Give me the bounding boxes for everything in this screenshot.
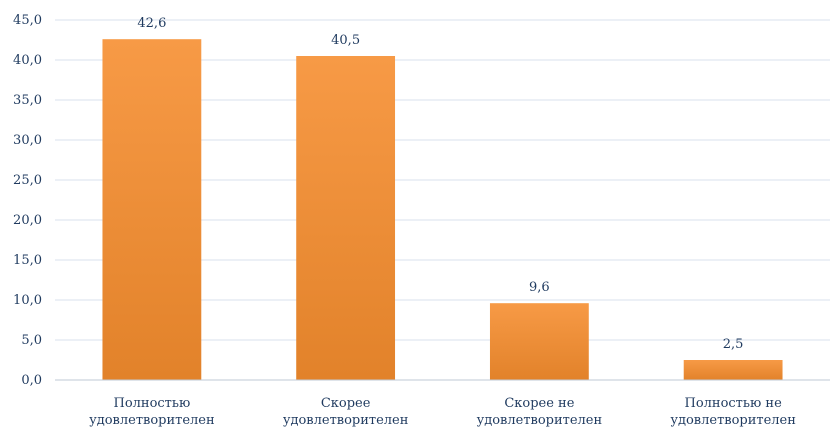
x-tick-label-line: Полностью не [684, 396, 782, 411]
x-tick-label-line: удовлетворителен [670, 413, 796, 428]
bar [102, 39, 202, 380]
data-label: 2,5 [723, 337, 744, 352]
x-tick-label: Скорее не удовлетворителен [477, 396, 603, 428]
x-tick-label: Полностью удовлетворителен [89, 396, 215, 428]
data-label: 9,6 [529, 280, 550, 295]
bar [296, 56, 396, 380]
data-label: 40,5 [331, 33, 360, 48]
x-tick-label: Скорее удовлетворителен [283, 396, 409, 428]
y-tick-label: 40,0 [13, 53, 42, 68]
x-tick-label-line: удовлетворителен [89, 413, 215, 428]
y-tick-label: 10,0 [13, 293, 42, 308]
y-tick-label: 30,0 [13, 133, 42, 148]
y-tick-label: 20,0 [13, 213, 42, 228]
y-tick-label: 35,0 [13, 93, 42, 108]
bars [102, 39, 783, 380]
x-axis: Полностью удовлетворителен Скорее удовлетво… [55, 379, 830, 428]
bar [489, 303, 589, 380]
y-tick-label: 0,0 [21, 373, 42, 388]
data-label: 42,6 [137, 16, 166, 31]
x-tick-label-line: Скорее [321, 396, 371, 411]
y-tick-label: 15,0 [13, 253, 42, 268]
x-tick-label: Полностью не удовлетворителен [670, 396, 796, 428]
x-tick-label-line: Полностью [113, 396, 190, 411]
x-tick-label-line: Скорее не [504, 396, 574, 411]
x-tick-label-line: удовлетворителен [477, 413, 603, 428]
data-labels: 42,6 40,5 9,6 2,5 [137, 16, 743, 352]
y-tick-label: 45,0 [13, 13, 42, 28]
y-axis: 0,0 5,0 10,0 15,0 20,0 25,0 30,0 35,0 40,0 45,0 [13, 13, 42, 388]
x-tick-label-line: удовлетворителен [283, 413, 409, 428]
y-tick-label: 5,0 [21, 333, 42, 348]
y-tick-label: 25,0 [13, 173, 42, 188]
bar [683, 360, 783, 380]
